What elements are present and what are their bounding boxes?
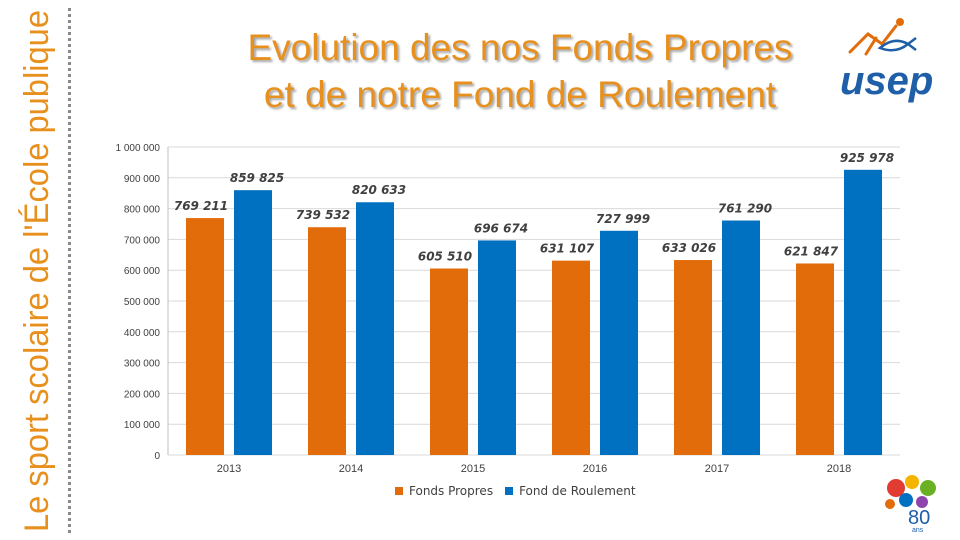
data-label-fond-roulement-2018: 925 978 [840,151,894,165]
page-title: Evolution des nos Fonds Propres et de no… [160,24,880,118]
anniversary-logo: 80 ans [885,475,936,534]
x-tick-label: 2017 [705,463,729,475]
data-label-fonds-propres-2016: 631 107 [540,242,595,256]
y-tick-label: 100 000 [124,420,161,431]
x-tick-label: 2013 [217,463,241,475]
runner-figure-icon [848,18,904,56]
data-label-fonds-propres-2015: 605 510 [418,250,472,264]
y-tick-label: 700 000 [124,235,161,246]
bar-fond-roulement-2017 [722,220,760,455]
anniversary-number: 80 [908,507,930,529]
x-tick-label: 2018 [827,463,851,475]
bar-fond-roulement-2013 [234,190,272,456]
data-label-fond-roulement-2015: 696 674 [474,221,528,235]
bar-fond-roulement-2015 [478,240,516,455]
bar-fonds-propres-2017 [674,260,712,455]
anniversary-suffix: ans [912,527,924,534]
data-label-fond-roulement-2016: 727 999 [596,212,650,226]
y-tick-label: 900 000 [124,174,161,185]
y-tick-label: 0 [154,451,160,462]
x-tick-label: 2014 [339,463,363,475]
chart-legend: Fonds Propres Fond de Roulement [395,484,636,498]
legend-label-fond-roulement: Fond de Roulement [519,484,636,498]
data-label-fond-roulement-2017: 761 290 [718,202,772,216]
bar-fond-roulement-2018 [844,169,882,456]
y-tick-label: 500 000 [124,297,161,308]
data-label-fonds-propres-2014: 739 532 [296,208,350,222]
x-tick-label: 2016 [583,463,607,475]
bar-fonds-propres-2015 [430,268,468,455]
y-tick-label: 800 000 [124,205,161,216]
divider-dotted [68,8,71,533]
bar-fond-roulement-2016 [600,230,638,455]
y-tick-label: 200 000 [124,389,161,400]
data-label-fonds-propres-2018: 621 847 [784,244,839,258]
side-tagline-text: Le sport scolaire de l'École publique [18,10,56,532]
bar-fonds-propres-2016 [552,260,590,455]
data-label-fonds-propres-2013: 769 211 [174,199,228,213]
data-label-fond-roulement-2014: 820 633 [352,183,406,197]
usep-logo: usep [840,18,933,103]
legend-label-fonds-propres: Fonds Propres [409,484,494,498]
data-label-fond-roulement-2013: 859 825 [230,171,284,185]
sports-figures-icon [885,475,936,509]
bar-fond-roulement-2014 [356,202,394,455]
y-tick-label: 1 000 000 [116,143,161,154]
x-tick-label: 2015 [461,463,485,475]
legend-swatch-fond-roulement [505,487,514,495]
y-tick-label: 300 000 [124,359,161,370]
y-tick-label: 600 000 [124,266,161,277]
title-line-1: Evolution des nos Fonds Propres [247,27,793,68]
bar-fonds-propres-2018 [796,263,834,455]
bar-fonds-propres-2014 [308,227,346,455]
legend-swatch-fonds-propres [395,487,403,495]
data-label-fonds-propres-2017: 633 026 [662,241,716,255]
y-tick-label: 400 000 [124,328,161,339]
bar-fonds-propres-2013 [186,218,224,455]
usep-logo-text: usep [840,59,933,103]
title-line-2: et de notre Fond de Roulement [263,74,777,115]
side-tagline: Le sport scolaire de l'École publique [18,10,56,532]
fish-icon [877,37,917,52]
